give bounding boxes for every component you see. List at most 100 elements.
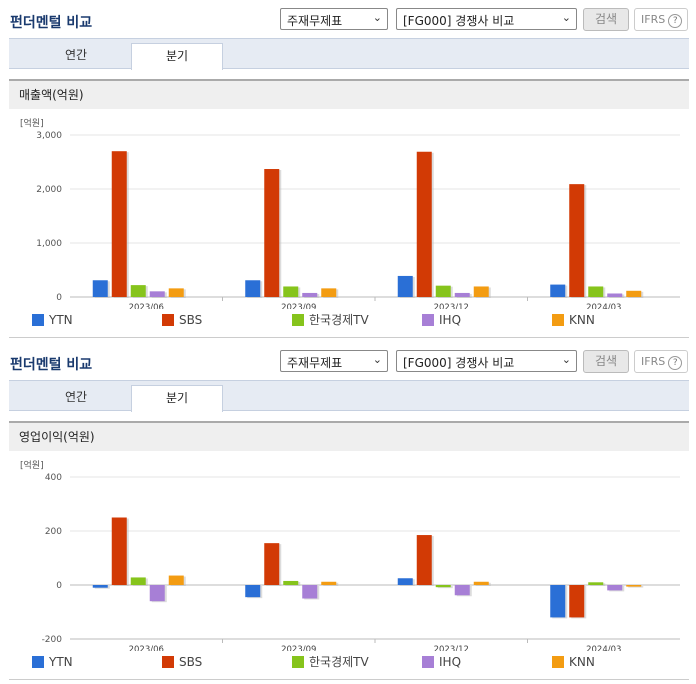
legend-label: SBS — [179, 313, 203, 327]
tab-quarterly[interactable]: 분기 — [131, 43, 223, 70]
y-tick-label: 200 — [45, 527, 62, 537]
y-tick-label: 1,000 — [36, 239, 62, 249]
bar-ytn-2023-06 — [92, 280, 108, 297]
statement-select[interactable]: 주재무제표 ⌄ — [280, 8, 388, 30]
x-category-label: 2023/09 — [281, 303, 316, 309]
legend-label: IHQ — [439, 655, 462, 669]
panel-title: 펀더멘털 비교 — [10, 15, 93, 31]
bar-knn-2023-09 — [321, 581, 337, 585]
legend-item-ihq[interactable]: IHQ — [422, 314, 461, 327]
bar-한국경제tv-2024-03 — [588, 286, 604, 297]
question-icon: ? — [668, 356, 683, 370]
y-tick-label: 0 — [56, 293, 62, 303]
bar-ytn-2024-03 — [550, 585, 566, 618]
fundamental-panel-revenue: 펀더멘털 비교 주재무제표 ⌄ [FG000] 경쟁사 비교 ⌄ 검색 IFRS… — [0, 0, 696, 338]
y-tick-label: 400 — [45, 473, 62, 483]
bar-ihq-2024-03 — [607, 585, 623, 591]
legend-item-sbs[interactable]: SBS — [162, 314, 202, 327]
chevron-down-icon: ⌄ — [372, 11, 382, 24]
legend-label: SBS — [179, 655, 203, 669]
legend-item-한국경제tv[interactable]: 한국경제TV — [292, 656, 369, 669]
bar-한국경제tv-2023-12 — [435, 285, 451, 297]
period-tabs: 연간 분기 — [9, 38, 689, 70]
bar-ytn-2023-12 — [397, 578, 413, 585]
statement-select-value: 주재무제표 — [287, 14, 343, 28]
legend-item-ytn[interactable]: YTN — [32, 314, 73, 327]
legend-label: YTN — [49, 313, 73, 327]
divider — [9, 679, 689, 680]
bar-sbs-2024-03 — [569, 585, 585, 618]
bar-한국경제tv-2023-12 — [435, 585, 451, 588]
bar-한국경제tv-2023-06 — [130, 285, 146, 297]
bar-ihq-2023-09 — [302, 292, 318, 297]
x-category-label: 2023/09 — [281, 645, 316, 651]
bar-knn-2023-12 — [473, 286, 489, 297]
bar-ihq-2024-03 — [607, 293, 623, 297]
search-button[interactable]: 검색 — [583, 8, 629, 31]
bar-한국경제tv-2023-09 — [283, 580, 299, 585]
bar-sbs-2023-12 — [416, 535, 432, 585]
x-category-label: 2024/03 — [586, 645, 621, 651]
bar-sbs-2023-06 — [111, 517, 127, 585]
legend-swatch — [162, 656, 174, 668]
panel-header: 펀더멘털 비교 주재무제표 ⌄ [FG000] 경쟁사 비교 ⌄ 검색 IFRS… — [0, 0, 696, 38]
legend-swatch — [32, 656, 44, 668]
ifrs-label: IFRS — [641, 355, 666, 368]
comparison-select-value: [FG000] 경쟁사 비교 — [403, 356, 515, 370]
bar-sbs-2023-09 — [264, 169, 280, 297]
comparison-select[interactable]: [FG000] 경쟁사 비교 ⌄ — [396, 8, 577, 30]
legend-swatch — [552, 314, 564, 326]
bar-ytn-2024-03 — [550, 284, 566, 297]
unit-label: [억원] — [20, 117, 44, 129]
bar-ytn-2023-06 — [92, 585, 108, 588]
panel-header: 펀더멘털 비교 주재무제표 ⌄ [FG000] 경쟁사 비교 ⌄ 검색 IFRS… — [0, 342, 696, 380]
revenue-bar-chart: [억원] 0 1,000 2,000 3,000 2023/06 2023/09 2023/1… — [20, 117, 680, 309]
legend-item-knn[interactable]: KNN — [552, 656, 595, 669]
comparison-select[interactable]: [FG000] 경쟁사 비교 ⌄ — [396, 350, 577, 372]
bar-한국경제tv-2023-06 — [130, 577, 146, 585]
search-button[interactable]: 검색 — [583, 350, 629, 373]
comparison-select-value: [FG000] 경쟁사 비교 — [403, 14, 515, 28]
legend-label: KNN — [569, 313, 595, 327]
legend-item-sbs[interactable]: SBS — [162, 656, 202, 669]
legend-swatch — [422, 656, 434, 668]
bar-ihq-2023-06 — [149, 585, 165, 602]
bar-knn-2023-06 — [168, 288, 184, 297]
tab-quarterly[interactable]: 분기 — [131, 385, 223, 412]
operating-income-bar-chart: [억원] -200 0 200 400 2023/06 2023/09 2023/12 2024… — [20, 459, 680, 651]
bar-knn-2023-09 — [321, 288, 337, 297]
legend-item-ytn[interactable]: YTN — [32, 656, 73, 669]
metric-label: 영업이익(억원) — [9, 421, 689, 451]
ifrs-help-button[interactable]: IFRS? — [634, 8, 688, 31]
bar-ytn-2023-12 — [397, 275, 413, 297]
legend-swatch — [552, 656, 564, 668]
bar-knn-2023-06 — [168, 575, 184, 585]
bar-ihq-2023-06 — [149, 291, 165, 297]
legend-swatch — [162, 314, 174, 326]
bar-ihq-2023-12 — [454, 292, 470, 297]
legend-item-한국경제tv[interactable]: 한국경제TV — [292, 314, 369, 327]
legend-item-ihq[interactable]: IHQ — [422, 656, 461, 669]
ifrs-label: IFRS — [641, 13, 666, 26]
metric-label: 매출액(억원) — [9, 79, 689, 109]
legend-label: KNN — [569, 655, 595, 669]
tab-annual[interactable]: 연간 — [64, 390, 88, 404]
statement-select[interactable]: 주재무제표 ⌄ — [280, 350, 388, 372]
legend-item-knn[interactable]: KNN — [552, 314, 595, 327]
bar-ihq-2023-12 — [454, 585, 470, 596]
chevron-down-icon: ⌄ — [561, 353, 571, 366]
period-tabs: 연간 분기 — [9, 380, 689, 412]
chart-legend: YTN SBS 한국경제TV IHQ KNN — [0, 652, 696, 674]
bar-knn-2024-03 — [626, 290, 642, 297]
ifrs-help-button[interactable]: IFRS? — [634, 350, 688, 373]
bar-한국경제tv-2024-03 — [588, 582, 604, 585]
y-tick-label: 0 — [56, 581, 62, 591]
chart-legend: YTN SBS 한국경제TV IHQ KNN — [0, 310, 696, 332]
bar-sbs-2024-03 — [569, 184, 585, 297]
divider — [9, 337, 689, 338]
x-category-label: 2023/12 — [434, 303, 469, 309]
legend-swatch — [422, 314, 434, 326]
tab-annual[interactable]: 연간 — [64, 48, 88, 62]
bar-sbs-2023-06 — [111, 151, 127, 297]
y-tick-label: 3,000 — [36, 131, 62, 141]
